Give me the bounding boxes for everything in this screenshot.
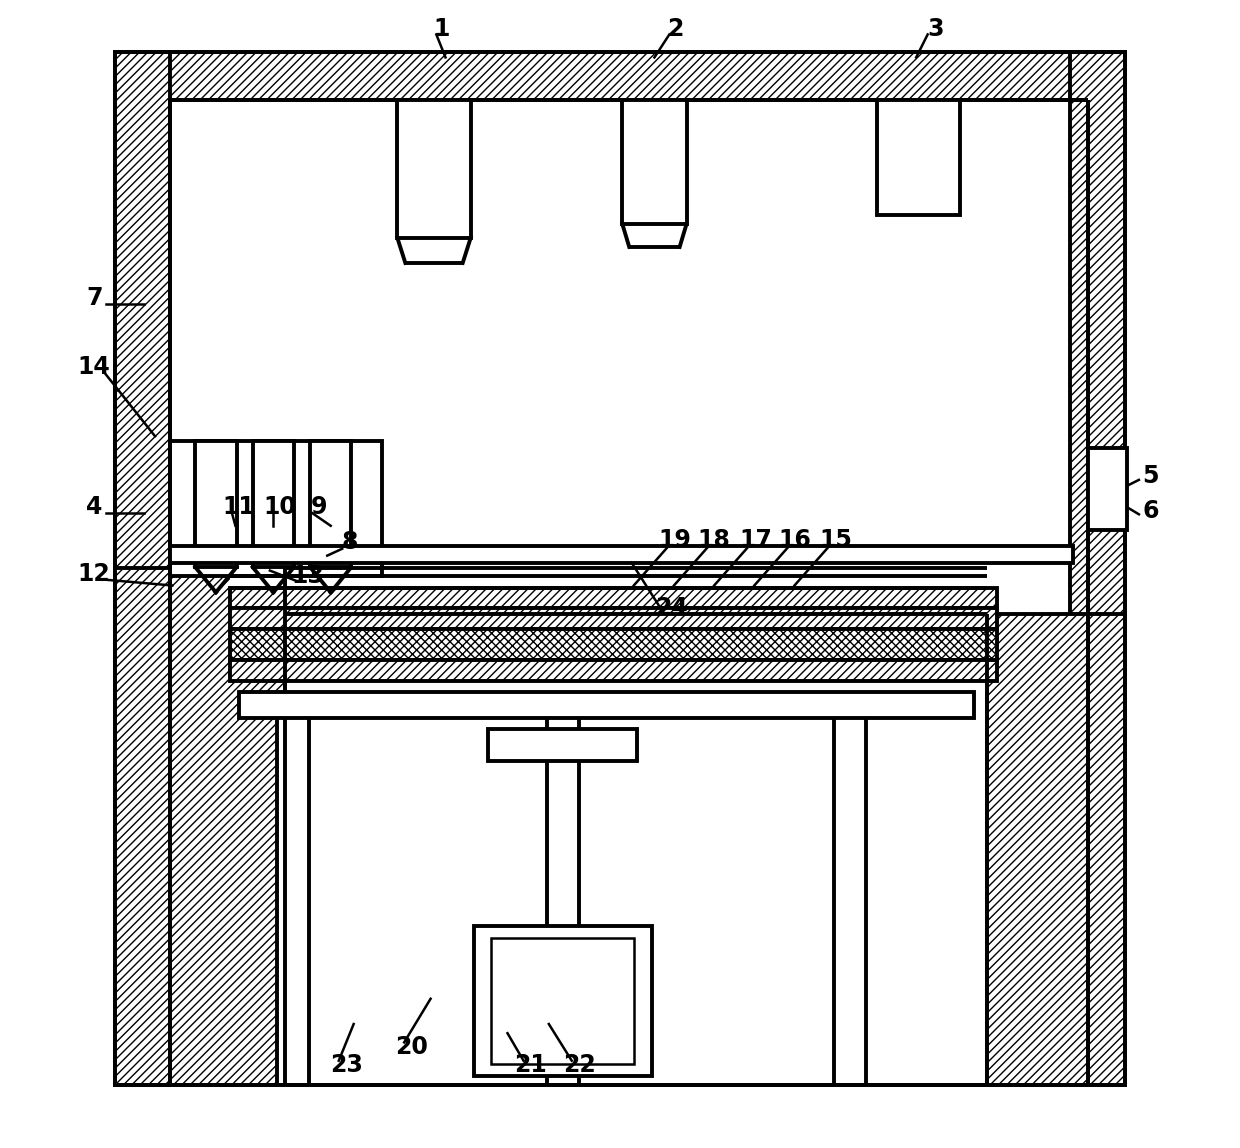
Bar (239, 692, 973, 718)
Bar (877, 100, 960, 215)
Bar (253, 441, 294, 567)
Text: 15: 15 (820, 528, 852, 551)
Bar (1070, 52, 1125, 1085)
Bar (987, 614, 1125, 1085)
Text: 23: 23 (330, 1054, 363, 1077)
Bar (170, 441, 382, 576)
Text: 6: 6 (1142, 499, 1158, 522)
Bar (170, 546, 1074, 563)
Text: 10: 10 (264, 496, 296, 519)
Bar (229, 588, 997, 608)
Text: 3: 3 (928, 17, 944, 40)
Text: 5: 5 (1142, 465, 1158, 488)
Text: 24: 24 (655, 597, 688, 620)
Bar (622, 100, 687, 224)
Bar (115, 52, 170, 1085)
Text: 19: 19 (658, 528, 692, 551)
Bar (397, 100, 471, 238)
Text: 4: 4 (86, 496, 103, 519)
Text: 12: 12 (78, 563, 110, 585)
Bar (229, 660, 997, 681)
Text: 21: 21 (515, 1054, 547, 1077)
Text: 13: 13 (291, 565, 324, 588)
Bar (229, 608, 997, 629)
Bar (115, 52, 1125, 100)
Text: 9: 9 (311, 496, 327, 519)
Text: 20: 20 (394, 1035, 428, 1058)
Text: 1: 1 (434, 17, 450, 40)
Text: 17: 17 (739, 528, 773, 551)
Text: 2: 2 (667, 17, 683, 40)
Text: 8: 8 (342, 530, 358, 553)
Bar (489, 729, 637, 761)
Bar (115, 52, 1125, 1085)
Text: 16: 16 (777, 528, 811, 551)
Bar (491, 938, 635, 1064)
Text: 18: 18 (698, 528, 730, 551)
Bar (115, 568, 285, 1085)
Text: 7: 7 (86, 287, 103, 310)
Bar (1089, 448, 1127, 530)
Text: 14: 14 (78, 356, 110, 379)
Bar (277, 718, 309, 1085)
Text: 22: 22 (563, 1054, 596, 1077)
Bar (833, 718, 866, 1085)
Bar (229, 629, 997, 660)
Text: 11: 11 (222, 496, 255, 519)
Bar (195, 441, 237, 567)
Bar (310, 441, 351, 567)
Bar (229, 567, 285, 681)
Bar (547, 718, 579, 1085)
Bar (474, 926, 651, 1076)
